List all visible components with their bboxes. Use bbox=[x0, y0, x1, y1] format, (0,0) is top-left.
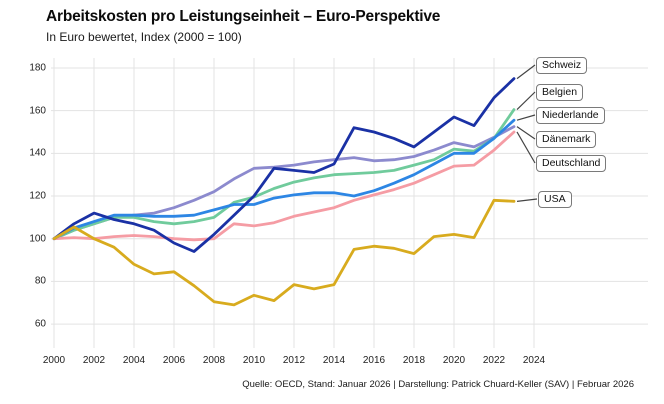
y-tick-label: 60 bbox=[34, 318, 46, 330]
y-tick-label: 80 bbox=[34, 275, 46, 287]
x-tick-label: 2002 bbox=[82, 355, 106, 366]
series-label-schweiz: Schweiz bbox=[536, 57, 588, 74]
x-tick-label: 2020 bbox=[442, 355, 466, 366]
page-title: Arbeitskosten pro Leistungseinheit – Eur… bbox=[46, 8, 441, 25]
x-tick-label: 2022 bbox=[482, 355, 506, 366]
series-label-deutschland: Deutschland bbox=[536, 155, 607, 172]
source-note: Quelle: OECD, Stand: Januar 2026 | Darst… bbox=[242, 379, 634, 390]
y-tick-label: 100 bbox=[29, 233, 46, 245]
y-tick-label: 160 bbox=[29, 105, 46, 117]
x-tick-label: 2016 bbox=[362, 355, 386, 366]
x-tick-label: 2012 bbox=[282, 355, 306, 366]
y-tick-label: 140 bbox=[29, 147, 46, 159]
y-tick-label: 120 bbox=[29, 190, 46, 202]
series-label-daenemark: Dänemark bbox=[536, 131, 597, 148]
x-tick-label: 2010 bbox=[242, 355, 266, 366]
series-label-niederlande: Niederlande bbox=[536, 107, 605, 124]
x-tick-label: 2018 bbox=[402, 355, 426, 366]
x-tick-label: 2014 bbox=[322, 355, 346, 366]
x-tick-label: 2004 bbox=[122, 355, 146, 366]
x-tick-label: 2024 bbox=[522, 355, 546, 366]
x-tick-label: 2006 bbox=[162, 355, 186, 366]
x-tick-label: 2008 bbox=[202, 355, 226, 366]
series-label-usa: USA bbox=[538, 191, 572, 208]
series-label-belgien: Belgien bbox=[536, 84, 584, 101]
x-tick-label: 2000 bbox=[42, 355, 66, 366]
chart-subtitle: In Euro bewertet, Index (2000 = 100) bbox=[46, 30, 242, 44]
y-tick-label: 180 bbox=[29, 62, 46, 74]
